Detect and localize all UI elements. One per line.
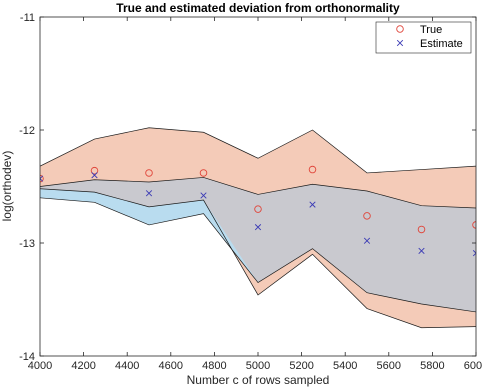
data-point-estimate-5: [309, 201, 316, 208]
y-tick-label-3: -11: [20, 12, 35, 24]
legend-box: [375, 21, 472, 54]
band-edge-1-upper: [40, 177, 476, 209]
data-point-true-5: [308, 165, 317, 174]
x-tick-label-8: 5600: [377, 360, 401, 372]
data-point-estimate-8: [472, 250, 476, 257]
data-point-estimate-1: [91, 172, 98, 179]
legend-marker-estimate: [396, 39, 404, 47]
x-tick-label-1: 4200: [71, 360, 95, 372]
band-edge-1-lower: [40, 197, 476, 313]
y-axis-label: log(orthodev): [0, 151, 14, 222]
y-tick-label-1: -13: [19, 238, 35, 250]
data-point-estimate-4: [254, 224, 262, 231]
marks-layer: [40, 165, 476, 257]
x-tick-label-0: 4000: [28, 360, 52, 372]
legend: True Estimate: [375, 21, 472, 54]
x-axis-ticks: 4000 4200 4400 4600 4800 5000 5200 5400 5600 5800…: [28, 17, 482, 372]
data-point-true-2: [145, 169, 153, 177]
x-tick-label-7: 5400: [333, 360, 357, 372]
data-point-estimate-0: [40, 175, 44, 182]
x-tick-label-9: 5800: [420, 360, 444, 372]
data-point-true-7: [417, 225, 426, 234]
data-point-true-8: [472, 221, 476, 229]
data-point-estimate-6: [363, 237, 371, 244]
band-edge-0-upper: [40, 127, 476, 174]
x-tick-label-10: 6000: [464, 360, 482, 372]
legend-marker-true: [396, 25, 404, 33]
data-point-true-6: [363, 212, 371, 220]
legend-symbol-true: [396, 25, 404, 33]
data-point-estimate-3: [200, 192, 207, 199]
data-point-true-3: [199, 169, 208, 177]
band-edge-0-lower: [40, 188, 476, 329]
y-tick-label-2: -12: [19, 125, 35, 137]
data-point-estimate-2: [145, 190, 153, 197]
x-tick-label-3: 4600: [159, 360, 183, 372]
chart-title: True and estimated deviation from orthon…: [116, 1, 400, 15]
legend-label-estimate: Estimate: [420, 38, 463, 50]
data-point-estimate-7: [418, 247, 425, 255]
band-overlap: [40, 177, 476, 312]
data-point-true-4: [254, 205, 262, 213]
x-axis-label: Number c of rows sampled: [187, 373, 330, 387]
x-tick-label-2: 4400: [115, 360, 139, 372]
y-axis-ticks: -14 -13 -12 -11: [19, 12, 476, 363]
x-tick-label-5: 5000: [246, 360, 270, 372]
x-tick-label-4: 4800: [202, 360, 226, 372]
x-tick-label-6: 5200: [289, 360, 313, 372]
y-tick-label-0: -14: [19, 351, 35, 363]
legend-symbol-estimate: [396, 39, 404, 47]
legend-label-true: True: [420, 24, 442, 36]
data-point-true-1: [90, 166, 99, 175]
